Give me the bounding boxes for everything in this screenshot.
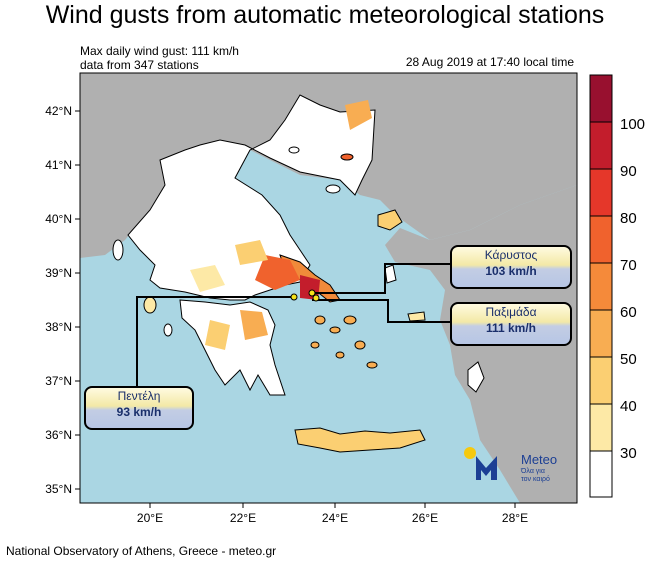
lon-tick-marks <box>149 503 516 508</box>
lat-label: 39°N <box>45 266 72 280</box>
greece-mainland <box>127 94 376 301</box>
lat-label: 42°N <box>45 104 72 118</box>
logo-name: Meteo <box>521 452 558 467</box>
lat-tick-marks <box>75 110 80 490</box>
colorbar-label: 80 <box>620 210 637 227</box>
gust-patches <box>190 100 372 350</box>
colorbar-swatch <box>589 262 613 311</box>
lat-label: 41°N <box>45 158 72 172</box>
leader-lines <box>136 263 450 388</box>
station-label-penteli[interactable]: Πεντέλη 93 km/h <box>84 386 194 430</box>
station-name: Παξιμάδα <box>485 305 537 319</box>
station-name: Κάρυστος <box>484 248 538 262</box>
colorbar-swatch <box>589 121 613 170</box>
colorbar <box>589 74 613 498</box>
station-value: 103 km/h <box>485 264 537 278</box>
colorbar-label: 60 <box>620 304 637 321</box>
logo-tagline: Όλα για τον καιρό <box>521 468 550 484</box>
datetime-text: 28 Aug 2019 at 17:40 local time <box>405 55 574 69</box>
info-left: Max daily wind gust: 111 km/h data from … <box>80 44 239 72</box>
station-name: Πεντέλη <box>117 389 161 403</box>
lat-label: 37°N <box>45 374 72 388</box>
lat-label: 36°N <box>45 428 72 442</box>
lesvos-island <box>377 209 403 231</box>
station-value: 93 km/h <box>116 405 162 419</box>
thasos-north <box>288 146 300 154</box>
lat-label: 38°N <box>45 320 72 334</box>
colorbar-label: 70 <box>620 257 637 274</box>
max-gust-text: Max daily wind gust: 111 km/h <box>80 44 239 58</box>
colorbar-swatch <box>589 450 613 498</box>
map-frame <box>79 72 578 504</box>
colorbar-label: 90 <box>620 163 637 180</box>
lon-label: 20°E <box>137 511 163 525</box>
zakynthos-island <box>163 323 173 337</box>
lat-label: 35°N <box>45 482 72 496</box>
lon-label: 24°E <box>322 511 348 525</box>
colorbar-swatch <box>589 309 613 358</box>
albania-land <box>110 165 165 240</box>
station-value: 111 km/h <box>485 321 537 335</box>
crete-island <box>294 427 426 453</box>
lon-label: 28°E <box>502 511 528 525</box>
logo-tagline-1: Όλα για <box>521 468 545 475</box>
footer-credit: National Observatory of Athens, Greece -… <box>6 544 277 558</box>
colorbar-swatch <box>589 403 613 452</box>
kefalonia-island <box>143 296 157 314</box>
samothrace-island <box>340 153 354 161</box>
colorbar-label: 40 <box>620 398 637 415</box>
lat-label: 40°N <box>45 212 72 226</box>
logo-tagline-2: τον καιρό <box>521 476 550 483</box>
station-marker-karystos[interactable] <box>308 289 316 297</box>
colorbar-label: 50 <box>620 351 637 368</box>
logo-sun-icon <box>464 447 476 459</box>
colorbar-swatch <box>589 74 613 123</box>
map-title: Wind gusts from automatic meteorological… <box>45 1 605 29</box>
corfu-island <box>112 239 124 261</box>
station-label-paximada[interactable]: Παξιμάδα 111 km/h <box>450 302 572 346</box>
colorbar-swatch <box>589 356 613 405</box>
chios-island <box>384 264 397 284</box>
colorbar-label: 100 <box>620 116 645 133</box>
station-marker-paximada[interactable] <box>312 294 320 302</box>
lon-label: 22°E <box>230 511 256 525</box>
rhodes-island <box>467 361 485 393</box>
samos-island <box>407 311 426 322</box>
stations-count-text: data from 347 stations <box>80 58 199 72</box>
cyclades <box>310 315 378 369</box>
colorbar-swatch <box>589 168 613 217</box>
lon-label: 26°E <box>412 511 438 525</box>
colorbar-label: 30 <box>620 445 637 462</box>
colorbar-swatch <box>589 215 613 264</box>
station-label-karystos[interactable]: Κάρυστος 103 km/h <box>450 245 572 289</box>
logo-m-icon <box>476 456 497 480</box>
thasos-island <box>325 184 341 194</box>
station-marker-penteli[interactable] <box>290 293 298 301</box>
